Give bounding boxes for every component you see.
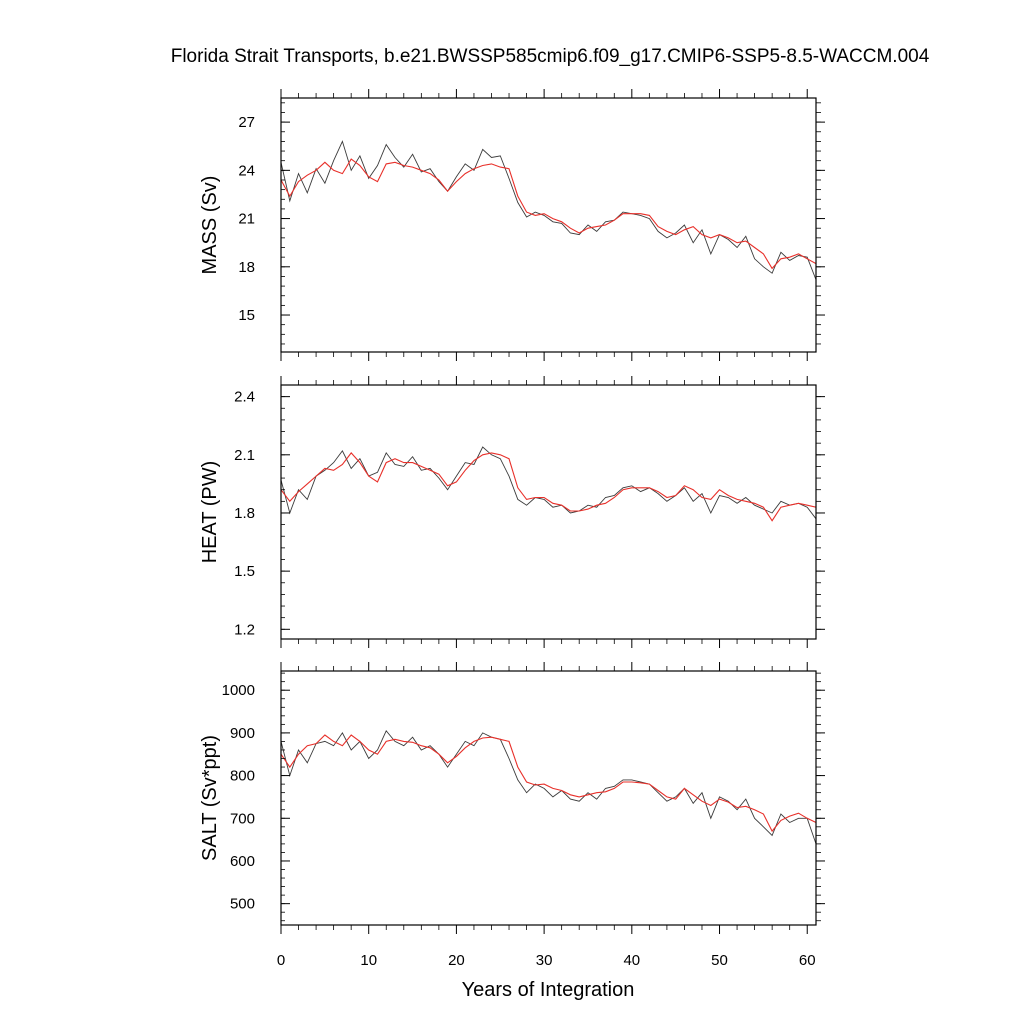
panels-group: 15 18 21 24 27 MASS (Sv) 1.2 1.5 1.8 2.1 2.4 HEAT (… xyxy=(199,89,825,969)
y-tick-label: 15 xyxy=(238,307,255,324)
y-tick-label: 500 xyxy=(230,896,255,913)
x-tick-label: 60 xyxy=(799,952,816,969)
series-line-raw xyxy=(281,446,816,520)
y-tick-label: 2.4 xyxy=(234,389,255,406)
y-tick-label: 27 xyxy=(238,114,255,131)
x-tick-label: 10 xyxy=(360,952,377,969)
y-tick-label: 800 xyxy=(230,768,255,785)
chart-title: Florida Strait Transports, b.e21.BWSSP58… xyxy=(170,46,930,67)
plot-frame xyxy=(280,384,817,640)
series-line-smooth xyxy=(281,452,816,522)
y-axis-label: SALT (Sv*ppt) xyxy=(199,735,221,861)
series-line-smooth xyxy=(281,158,816,270)
panel-0: 15 18 21 24 27 MASS (Sv) xyxy=(199,89,825,361)
y-axis-label: MASS (Sv) xyxy=(199,176,221,275)
x-axis-label: Years of Integration xyxy=(462,979,635,1001)
series-line-raw xyxy=(281,140,816,280)
x-tick-label: 50 xyxy=(711,952,728,969)
plot-frame xyxy=(280,670,817,926)
y-tick-label: 900 xyxy=(230,725,255,742)
series-line-raw xyxy=(281,729,816,845)
plot-frame xyxy=(280,97,817,353)
y-tick-label: 1.5 xyxy=(234,563,255,580)
panel-2: 500 600 700 800 900 1000 0 10 20 30 40 50 60 SALT (Sv… xyxy=(199,662,825,969)
y-tick-label: 700 xyxy=(230,810,255,827)
y-tick-label: 18 xyxy=(238,259,255,276)
y-tick-label: 1000 xyxy=(222,682,255,699)
y-tick-label: 1.2 xyxy=(234,621,255,638)
y-tick-label: 2.1 xyxy=(234,447,255,464)
x-tick-label: 40 xyxy=(623,952,640,969)
y-tick-label: 600 xyxy=(230,853,255,870)
y-tick-label: 1.8 xyxy=(234,505,255,522)
series-line-smooth xyxy=(281,734,816,833)
x-tick-label: 20 xyxy=(448,952,465,969)
x-tick-label: 0 xyxy=(277,952,285,969)
x-tick-label: 30 xyxy=(536,952,553,969)
panel-1: 1.2 1.5 1.8 2.1 2.4 HEAT (PW) xyxy=(199,376,825,648)
y-tick-label: 24 xyxy=(238,162,255,179)
y-tick-label: 21 xyxy=(238,211,255,228)
y-axis-label: HEAT (PW) xyxy=(199,461,221,564)
